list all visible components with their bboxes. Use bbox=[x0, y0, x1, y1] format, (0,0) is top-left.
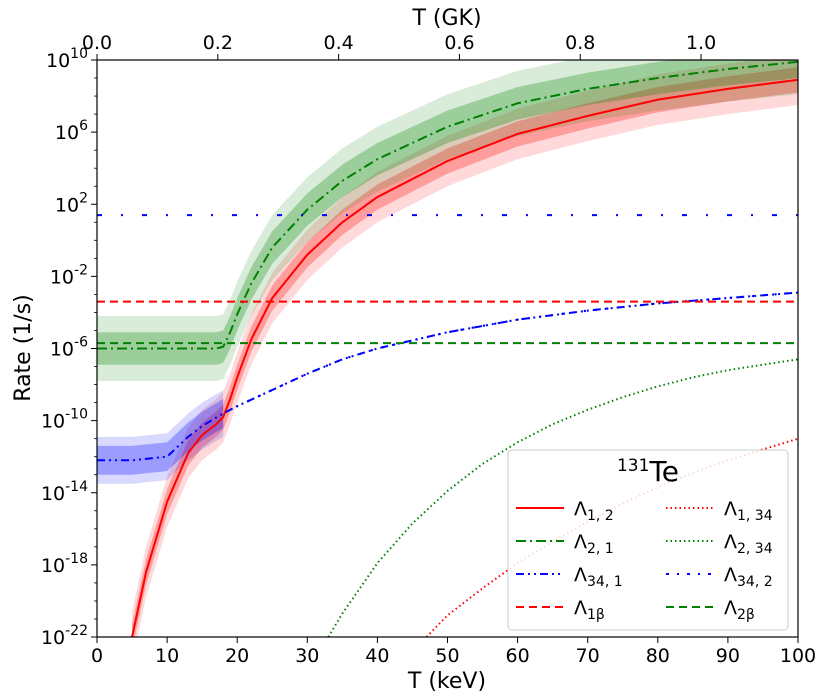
band--2-1-outer bbox=[97, 60, 798, 381]
series-marker--34-1 bbox=[729, 296, 732, 299]
series-marker--34-1 bbox=[471, 326, 474, 329]
legend-label: Λ2β bbox=[724, 597, 755, 623]
series-marker--34-1 bbox=[292, 379, 295, 382]
series-marker--34-1 bbox=[751, 294, 755, 298]
top-x-tick-label: 0.8 bbox=[565, 32, 595, 54]
series-marker--34-1 bbox=[707, 298, 710, 301]
x-axis: 0 10 20 30 40 50 60 70 80 90 100 bbox=[91, 637, 816, 667]
top-x-tick-label: 1.0 bbox=[686, 32, 716, 54]
series-marker--34-1 bbox=[628, 305, 631, 308]
band--34-1-inner bbox=[97, 398, 224, 475]
top-x-axis-title: T (GK) bbox=[411, 6, 481, 31]
series-marker--34-1 bbox=[493, 322, 497, 325]
x-tick-label: 50 bbox=[435, 645, 459, 667]
band--1-2-outer bbox=[132, 60, 798, 637]
top-x-tick-label: 0.2 bbox=[203, 32, 233, 54]
series-marker--34-1 bbox=[404, 340, 407, 344]
band--2-1-inner bbox=[97, 60, 798, 365]
top-x-tick-label: 0.0 bbox=[82, 32, 112, 54]
y-tick-label: 10-10 bbox=[41, 407, 88, 433]
series-marker--34-1 bbox=[258, 394, 261, 398]
series-marker--34-1 bbox=[572, 311, 575, 314]
x-tick-label: 80 bbox=[646, 645, 670, 667]
y-tick-label: 10-14 bbox=[41, 479, 88, 505]
series-marker--34-1 bbox=[763, 294, 766, 297]
series-marker--34-1 bbox=[482, 324, 486, 327]
x-axis-title: T (keV) bbox=[407, 669, 486, 694]
series-marker--34-1 bbox=[437, 333, 441, 336]
x-tick-label: 60 bbox=[506, 645, 530, 667]
y-axis: 10-22 10-18 10-14 10-10 10-6 10-2 102 106 1010 bbox=[41, 46, 97, 649]
x-tick-label: 0 bbox=[91, 645, 103, 667]
series-marker--34-1 bbox=[247, 399, 250, 403]
y-axis-title: Rate (1/s) bbox=[11, 294, 36, 401]
series-marker--34-1 bbox=[381, 346, 385, 349]
x-tick-label: 100 bbox=[780, 645, 816, 667]
top-x-axis: 0.0 0.2 0.4 0.6 0.8 1.0 bbox=[82, 32, 716, 60]
legend-label: Λ1, 2 bbox=[574, 498, 614, 524]
series-line--1-2 bbox=[131, 78, 798, 637]
series-marker--34-1 bbox=[583, 309, 587, 313]
series-marker--34-1 bbox=[550, 314, 553, 317]
y-tick-label: 102 bbox=[55, 190, 88, 216]
series-marker--34-1 bbox=[449, 330, 452, 333]
series-marker--34-1 bbox=[740, 295, 744, 299]
legend-label: Λ2, 1 bbox=[574, 531, 614, 557]
series-marker--34-1 bbox=[617, 306, 620, 309]
series-marker--34-1 bbox=[336, 359, 340, 363]
x-tick-label: 30 bbox=[295, 645, 319, 667]
series-marker--34-1 bbox=[460, 328, 463, 331]
top-x-tick-label: 0.4 bbox=[324, 32, 354, 54]
legend-label: Λ34, 2 bbox=[724, 564, 773, 590]
series-marker--34-1 bbox=[718, 297, 721, 300]
y-tick-label: 10-2 bbox=[50, 262, 88, 288]
series-marker--34-1 bbox=[594, 308, 598, 311]
series-marker--34-1 bbox=[774, 293, 777, 296]
series-marker--34-1 bbox=[359, 352, 362, 355]
legend-title: 131Te bbox=[617, 455, 679, 488]
y-tick-label: 10-6 bbox=[50, 335, 88, 361]
x-tick-label: 70 bbox=[576, 645, 600, 667]
series-marker--34-1 bbox=[303, 373, 306, 377]
series-marker--34-1 bbox=[606, 307, 609, 310]
series-marker--34-1 bbox=[393, 343, 396, 346]
y-tick-label: 10-18 bbox=[41, 551, 88, 577]
series-marker--34-1 bbox=[505, 320, 508, 323]
legend-label: Λ2, 34 bbox=[724, 531, 773, 557]
legend-label: Λ34, 1 bbox=[574, 564, 623, 590]
x-tick-label: 20 bbox=[225, 645, 249, 667]
series-marker--34-1 bbox=[370, 349, 373, 352]
series-marker--34-1 bbox=[280, 384, 284, 387]
legend-label: Λ1, 34 bbox=[724, 498, 773, 524]
uncertainty-bands bbox=[97, 60, 798, 637]
y-tick-label: 10-22 bbox=[41, 623, 88, 649]
series-marker--34-1 bbox=[236, 405, 239, 408]
x-tick-label: 10 bbox=[155, 645, 179, 667]
y-tick-label: 106 bbox=[55, 118, 88, 144]
series-marker--34-1 bbox=[314, 369, 317, 372]
x-tick-label: 40 bbox=[365, 645, 389, 667]
series-marker--34-1 bbox=[426, 335, 430, 339]
y-tick-label: 1010 bbox=[46, 46, 88, 72]
series-marker--34-1 bbox=[527, 317, 531, 320]
series-marker--34-1 bbox=[561, 312, 564, 316]
series-marker--34-1 bbox=[516, 318, 519, 321]
top-x-tick-label: 0.6 bbox=[444, 32, 474, 54]
x-tick-label: 90 bbox=[716, 645, 740, 667]
series-marker--34-1 bbox=[538, 315, 542, 318]
series-marker--34-1 bbox=[415, 338, 418, 341]
series-marker--34-1 bbox=[348, 355, 351, 359]
series-marker--34-1 bbox=[269, 389, 273, 392]
legend-box bbox=[507, 449, 789, 631]
series-marker--34-1 bbox=[325, 364, 329, 367]
legend: 131Te Λ1, 2 Λ1, 34 Λ2, 1 Λ2, 34 Λ34, 1 Λ34, 2… bbox=[507, 449, 789, 631]
series-marker--34-1 bbox=[785, 292, 788, 295]
series-marker--34-1 bbox=[650, 302, 654, 306]
legend-label: Λ1β bbox=[574, 597, 605, 623]
series-marker--34-1 bbox=[639, 303, 643, 307]
